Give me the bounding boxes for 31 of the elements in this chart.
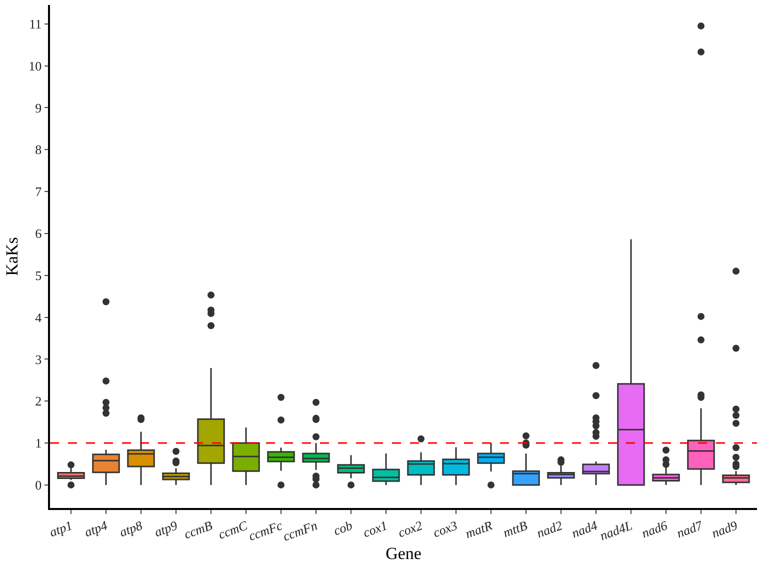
y-tick-label: 5: [35, 268, 42, 283]
x-tick-label: nad4: [570, 518, 600, 541]
x-tick-label: nad6: [640, 518, 670, 541]
y-tick-label: 1: [35, 436, 42, 451]
x-tick-label: ccmB: [182, 518, 214, 542]
y-tick-label: 7: [35, 184, 42, 200]
y-tick-label: 10: [28, 58, 42, 74]
x-tick-label: atp8: [117, 518, 145, 540]
x-tick-label: nad7: [674, 518, 705, 541]
y-tick-label: 9: [35, 100, 42, 116]
y-tick-label: 0: [35, 478, 42, 492]
y-tick-label: 2: [35, 394, 42, 409]
y-tick-label: 11: [29, 16, 42, 32]
x-tick-label: cox1: [361, 518, 390, 540]
y-tick-label: 8: [35, 142, 42, 158]
x-tick-label: mttB: [501, 518, 530, 540]
y-tick-label: 6: [35, 226, 42, 241]
x-tick-label: nad9: [710, 518, 740, 541]
x-tick-label: cox2: [396, 518, 425, 540]
x-tick-label: cob: [331, 518, 355, 538]
y-tick-label: 3: [35, 352, 42, 367]
x-tick-label: matR: [463, 518, 494, 542]
x-tick-label: nad4L: [598, 518, 634, 544]
x-tick-label: nad2: [534, 518, 565, 541]
x-tick-label: atp9: [152, 518, 180, 540]
x-axis-title: Gene: [386, 544, 422, 563]
y-axis-title: KaKs: [2, 237, 22, 276]
x-tick-label: cox3: [431, 518, 460, 540]
x-tick-label: atp1: [47, 518, 74, 540]
x-tick-label: atp4: [82, 518, 110, 540]
y-tick-label: 4: [35, 310, 42, 325]
